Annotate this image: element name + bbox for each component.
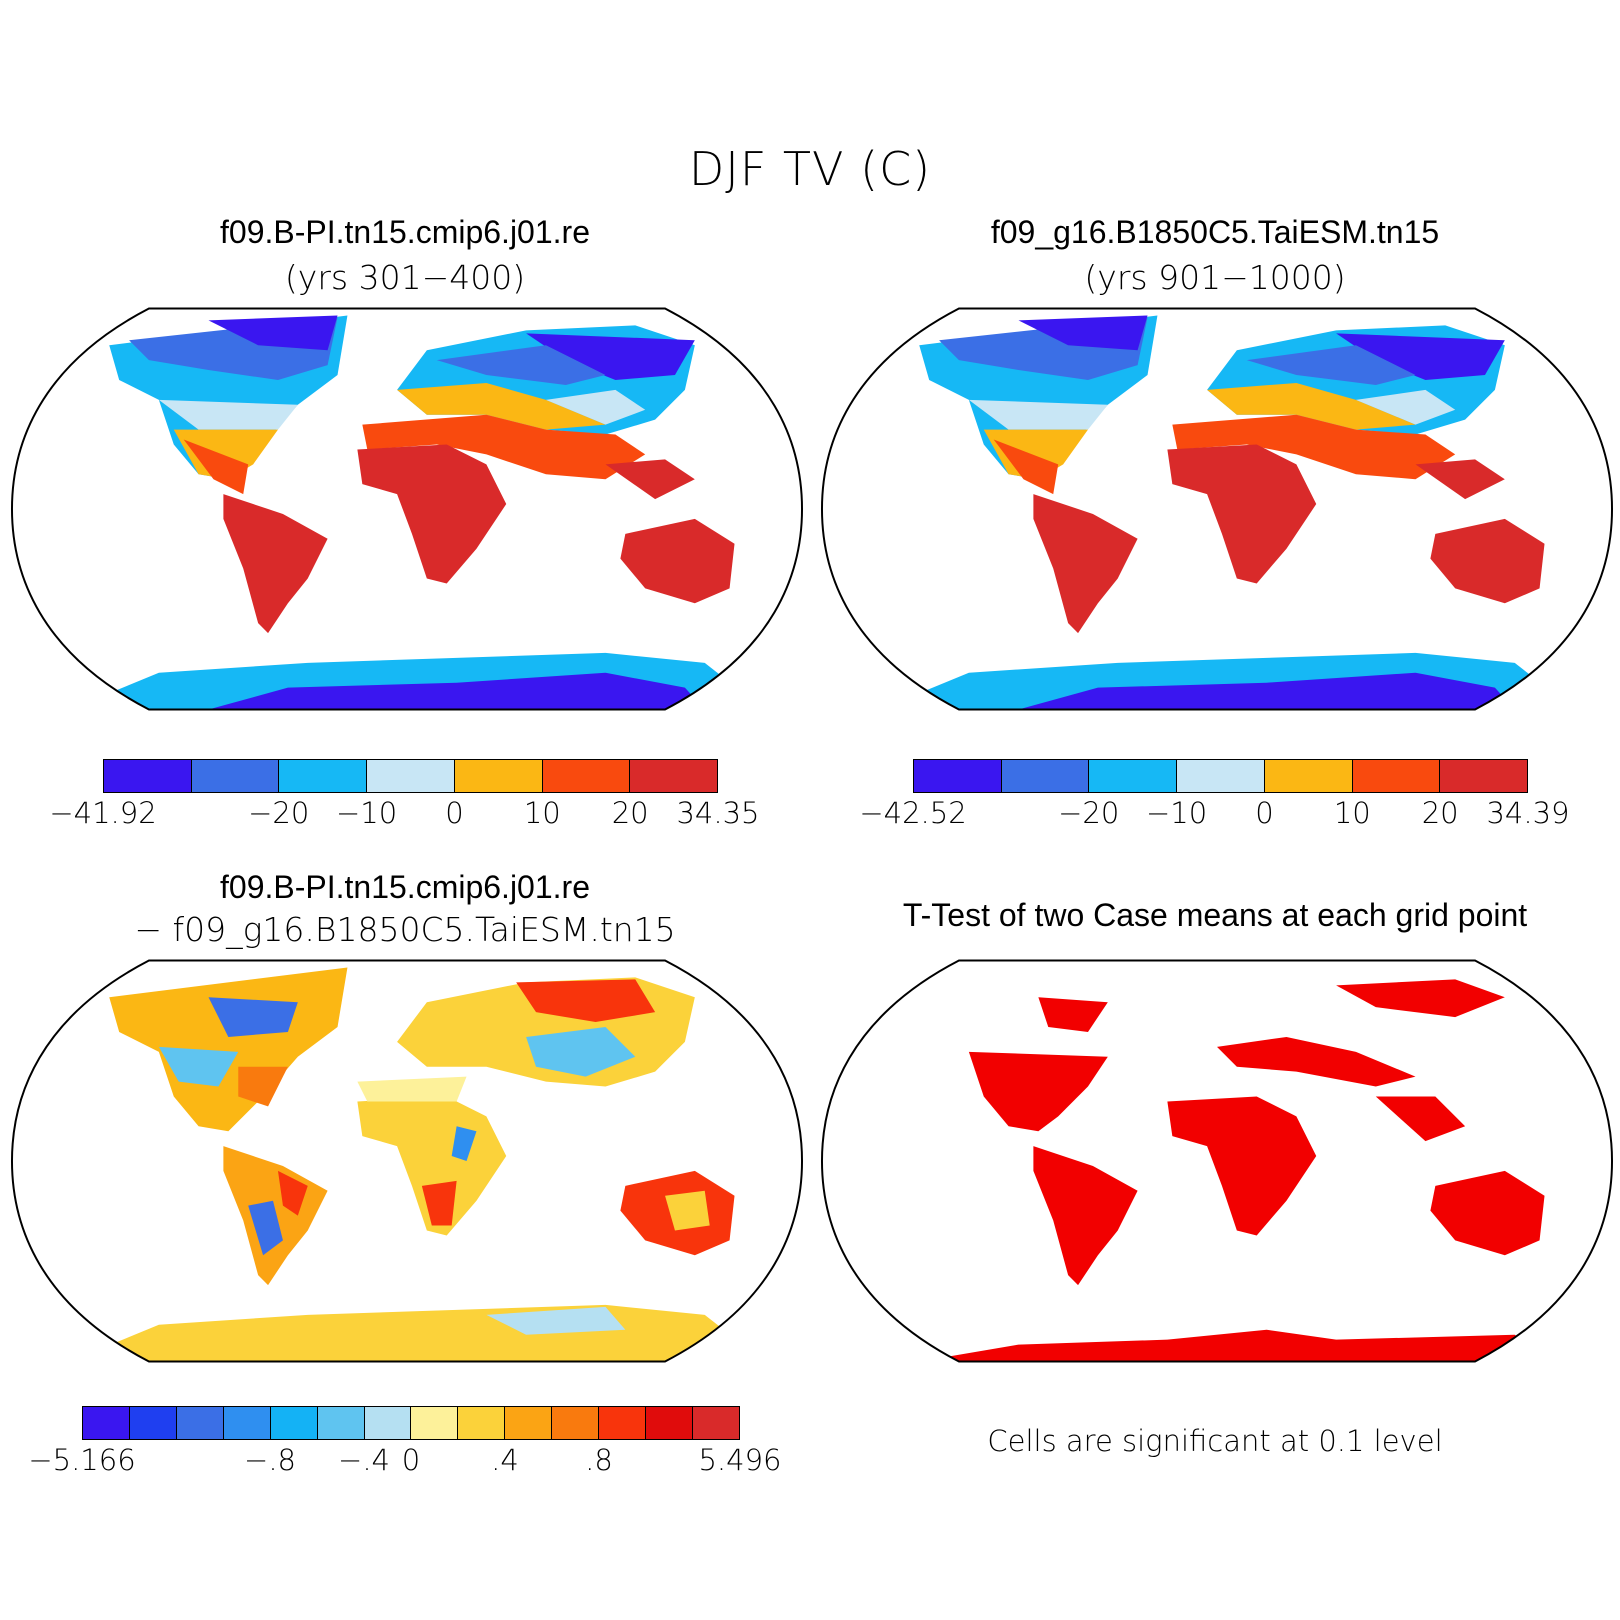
case1-colorbar-swatch [542, 760, 631, 792]
case2-colorbar-swatch [1177, 760, 1265, 792]
case2-australia [1430, 518, 1545, 604]
diff-colorbar-swatch [599, 1407, 647, 1439]
case2-colorbar-swatches [913, 759, 1528, 793]
diff-map [10, 959, 804, 1363]
ttest-title: T-Test of two Case means at each grid po… [902, 897, 1528, 933]
ttest-eurasia [1217, 1036, 1416, 1087]
ttest-south-america [1033, 1146, 1138, 1286]
case2-colorbar-swatch [1440, 760, 1528, 792]
ttest-map [820, 959, 1614, 1363]
diff-colorbar-swatch [552, 1407, 600, 1439]
case1-colorbar-swatch [630, 760, 718, 792]
diff-colorbar-swatch [458, 1407, 506, 1439]
case1-australia [620, 518, 735, 604]
diff-colorbar-swatches [82, 1406, 740, 1440]
diff-north-america [109, 967, 348, 1132]
case1-south-america [223, 494, 328, 634]
ttest-note: Cells are significant at 0.1 level [987, 1424, 1443, 1458]
case2-colorbar-tick: 10 [1333, 796, 1371, 830]
ttest-australia [1430, 1170, 1545, 1256]
case2-map [820, 307, 1614, 711]
case1-colorbar-tick: 34.35 [676, 796, 760, 830]
diff-colorbar-tick: −5.166 [28, 1443, 136, 1477]
case1-colorbar-tick: 10 [523, 796, 561, 830]
case1-colorbar-tick: −20 [248, 796, 310, 830]
case1-colorbar-swatch [367, 760, 455, 792]
figure-title: DJF TV (C) [688, 142, 932, 196]
case1-title: f09.B-PI.tn15.cmip6.j01.re [220, 214, 590, 250]
diff-colorbar-swatch [83, 1407, 130, 1439]
case2-africa [1167, 444, 1317, 584]
diff-colorbar-swatch [129, 1407, 177, 1439]
diff-colorbar-swatch [646, 1407, 693, 1439]
case2-subtitle: (yrs 901−1000) [1084, 258, 1346, 297]
diff-colorbar-tick: .8 [585, 1443, 613, 1477]
case1-colorbar-tick: 20 [611, 796, 649, 830]
case2-colorbar-tick: −42.52 [859, 796, 967, 830]
case2-south-america [1033, 494, 1138, 634]
diff-colorbar-swatch [176, 1407, 224, 1439]
case1-africa [357, 444, 507, 584]
diff-colorbar-swatch [223, 1407, 271, 1439]
case1-colorbar-tick: −10 [335, 796, 398, 830]
ttest-antarctica [919, 1329, 1555, 1362]
diff-colorbar-swatch [317, 1407, 365, 1439]
diff-colorbar-tick: −.8 [244, 1443, 296, 1477]
diff-colorbar-swatch [364, 1407, 412, 1439]
case2-colorbar-tick: 0 [1255, 796, 1274, 830]
diff-colorbar-swatch [270, 1407, 318, 1439]
diff-title: f09.B-PI.tn15.cmip6.j01.re [220, 869, 590, 905]
case1-colorbar-tick: 0 [445, 796, 464, 830]
case2-colorbar-tick: −20 [1058, 796, 1120, 830]
diff-colorbar-tick: 5.496 [698, 1443, 782, 1477]
diff-colorbar-swatch [411, 1407, 459, 1439]
case1-colorbar-swatch [454, 760, 543, 792]
case1-subtitle: (yrs 301−400) [284, 258, 526, 297]
diff-colorbar-tick: 0 [401, 1443, 421, 1477]
case2-colorbar-swatch [1352, 760, 1441, 792]
diff-colorbar-tick: −.4 [338, 1443, 390, 1477]
diff-subtitle: − f09_g16.B1850C5.TaiESM.tn15 [134, 910, 676, 949]
case2-colorbar-swatch [1264, 760, 1353, 792]
case2-title: f09_g16.B1850C5.TaiESM.tn15 [990, 214, 1440, 250]
diff-colorbar-swatch [505, 1407, 553, 1439]
case2-colorbar-swatch [1089, 760, 1178, 792]
case1-colorbar-tick: −41.92 [49, 796, 157, 830]
case2-colorbar-tick: 20 [1421, 796, 1459, 830]
case1-map [10, 307, 804, 711]
ttest-north-america [968, 1051, 1108, 1132]
case1-colorbar-swatch [191, 760, 280, 792]
diff-colorbar-swatch [692, 1407, 739, 1439]
case2-colorbar-tick: −10 [1145, 796, 1208, 830]
diff-antarctica [69, 1304, 765, 1362]
case2-colorbar-swatch [1001, 760, 1090, 792]
diff-colorbar-tick: .4 [491, 1443, 519, 1477]
case1-colorbar-swatch [279, 760, 368, 792]
case2-colorbar-tick: 34.39 [1486, 796, 1570, 830]
case2-colorbar-swatch [914, 760, 1002, 792]
case1-colorbar-swatch [104, 760, 192, 792]
case1-colorbar-swatches [103, 759, 718, 793]
ttest-africa [1167, 1096, 1317, 1236]
